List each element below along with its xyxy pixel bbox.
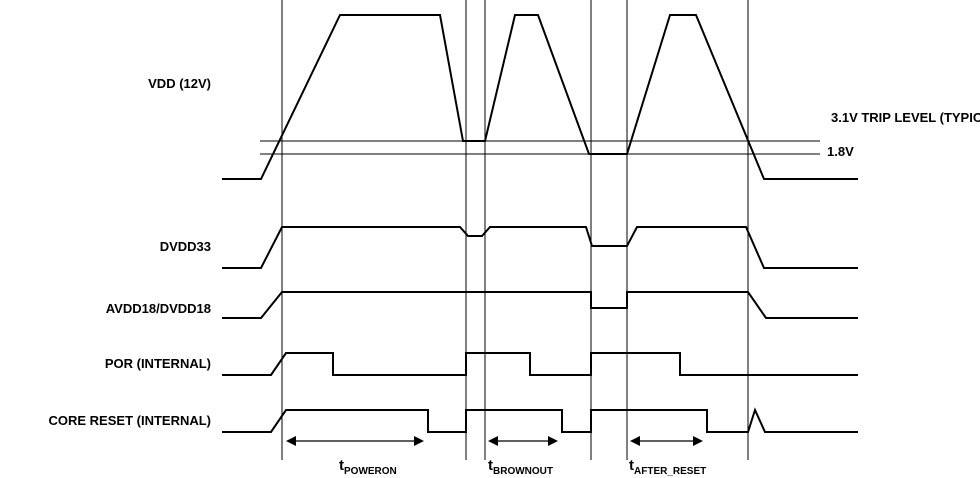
interval-subscript-brownout: BROWNOUT: [493, 466, 553, 477]
signal-label-avdd18: AVDD18/DVDD18: [106, 301, 211, 316]
interval-label-after-reset: tAFTER_RESET: [629, 457, 706, 477]
reference-lines: [281, 0, 749, 460]
waveform-vdd: [222, 14, 858, 180]
interval-arrow-after-reset: [630, 436, 703, 446]
interval-arrow-brownout: [488, 436, 558, 446]
waveform-core-reset: [222, 407, 858, 433]
trip-level-label: 3.1V TRIP LEVEL (TYPICAL): [831, 110, 980, 125]
interval-subscript-after-reset: AFTER_RESET: [634, 466, 706, 477]
interval-label-poweron: tPOWERON: [339, 457, 397, 477]
interval-prefix-brownout: t: [488, 457, 493, 474]
waveform-por: [222, 352, 858, 376]
interval-arrow-poweron: [286, 436, 424, 446]
interval-prefix-poweron: t: [339, 457, 344, 474]
waveform-avdd18: [222, 291, 858, 319]
signal-label-dvdd33: DVDD33: [160, 239, 211, 254]
interval-prefix-after-reset: t: [629, 457, 634, 474]
interval-subscript-poweron: POWERON: [344, 466, 397, 477]
signal-label-core-reset: CORE RESET (INTERNAL): [49, 413, 212, 428]
low-level-label: 1.8V: [827, 144, 854, 159]
signal-label-vdd: VDD (12V): [148, 76, 211, 91]
signal-label-por: POR (INTERNAL): [105, 356, 211, 371]
waveform-dvdd33: [222, 226, 858, 269]
interval-label-brownout: tBROWNOUT: [488, 457, 553, 477]
